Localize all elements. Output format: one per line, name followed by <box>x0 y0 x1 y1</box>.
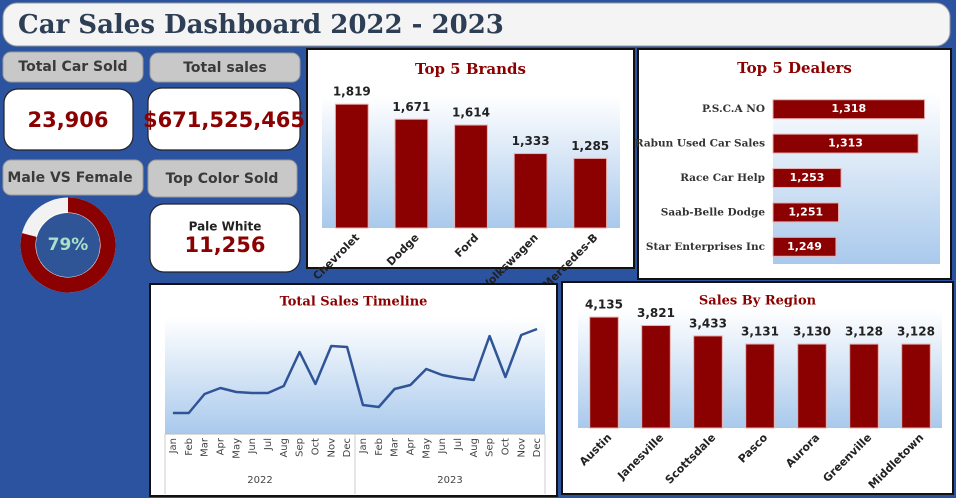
x-tick-label: Sep <box>485 438 496 457</box>
x-tick-label: Oct <box>500 438 511 455</box>
data-label: 1,318 <box>831 102 866 115</box>
y-tick-label: Race Car Help <box>680 172 765 184</box>
title-bar <box>2 2 951 47</box>
data-label: 3,821 <box>637 306 675 320</box>
x-tick-label: Aug <box>279 438 290 458</box>
x-tick-label: Apr <box>215 437 226 455</box>
data-label: 4,135 <box>585 298 623 312</box>
x-tick-label: May <box>421 438 432 459</box>
chart-title: Sales By Region <box>699 294 817 309</box>
x-tick-label: Nov <box>326 438 337 458</box>
chart-title: Top 5 Dealers <box>737 59 852 77</box>
dashboard-title: Car Sales Dashboard 2022 - 2023 <box>18 10 504 40</box>
x-group-label: 2022 <box>247 475 272 486</box>
x-tick-label: Mar <box>390 437 401 457</box>
card-detail: 11,256 <box>184 233 265 257</box>
chart-title: Top 5 Brands <box>415 60 526 78</box>
x-tick-label: Sep <box>295 438 306 457</box>
donut-segment <box>20 197 116 293</box>
x-tick-label: Jan <box>358 438 369 454</box>
x-tick-label: Oct <box>310 438 321 455</box>
data-label: 1,249 <box>787 240 822 253</box>
data-label: 1,285 <box>571 139 609 153</box>
x-tick-label: Feb <box>374 438 385 456</box>
data-label: 3,433 <box>689 316 727 330</box>
x-tick-label: May <box>231 438 242 459</box>
y-tick-label: P.S.C.A NO <box>702 103 765 115</box>
x-tick-label: Aug <box>469 438 480 458</box>
x-tick-label: Jul <box>453 438 464 451</box>
y-tick-label: Star Enterprises Inc <box>646 241 765 253</box>
x-tick-label: Jun <box>247 438 258 455</box>
card-label: Male VS Female <box>7 170 132 186</box>
bar <box>849 343 879 429</box>
x-tick-label: Dec <box>342 438 353 457</box>
x-tick-label: Mar <box>200 437 211 457</box>
bar <box>454 124 488 229</box>
bar <box>772 133 919 154</box>
bar <box>772 202 840 223</box>
x-tick-label: Jan <box>168 438 179 454</box>
bar <box>589 316 619 429</box>
x-tick-label: Apr <box>405 437 416 455</box>
card-value: 23,906 <box>27 108 108 132</box>
bar <box>797 343 827 429</box>
card-box <box>147 87 301 151</box>
card-label-bg <box>2 51 144 83</box>
bar <box>772 99 926 120</box>
card-label-bg <box>2 159 144 196</box>
x-tick-label: Nov <box>516 438 527 458</box>
data-label: 1,671 <box>392 100 430 114</box>
data-label: 3,130 <box>793 325 831 339</box>
data-label: 1,614 <box>452 106 490 120</box>
card-value: Pale White <box>189 220 262 234</box>
bar <box>513 153 548 229</box>
card-label-bg <box>147 159 298 198</box>
x-tick-label: Jul <box>263 438 274 451</box>
data-label: 3,128 <box>845 325 883 339</box>
card-box <box>149 203 301 273</box>
card-label: Top Color Sold <box>166 171 279 187</box>
card-label: Total sales <box>183 60 267 76</box>
card-label-bg <box>149 52 301 83</box>
bar <box>394 118 429 229</box>
donut-label: 79% <box>48 235 89 255</box>
data-label: 3,131 <box>741 325 779 339</box>
data-label: 1,819 <box>333 85 371 99</box>
bar <box>901 343 931 429</box>
bar <box>745 343 775 429</box>
bar <box>772 168 842 188</box>
card-label: Total Car Sold <box>18 59 127 75</box>
bar <box>334 103 369 229</box>
line <box>172 327 538 415</box>
data-label: 3,128 <box>897 325 935 339</box>
data-label: 1,251 <box>788 205 823 218</box>
data-label: 1,333 <box>512 134 550 148</box>
bar <box>693 335 723 429</box>
x-group-label: 2023 <box>437 475 462 486</box>
data-label: 1,313 <box>828 137 863 150</box>
y-tick-label: Rabun Used Car Sales <box>635 138 765 150</box>
bar <box>772 236 837 257</box>
x-tick-label: Jun <box>437 438 448 455</box>
y-tick-label: Saab-Belle Dodge <box>661 206 766 218</box>
bar <box>641 325 671 429</box>
x-tick-label: Dec <box>532 438 543 457</box>
data-label: 1,253 <box>790 171 825 184</box>
chart-title: Total Sales Timeline <box>280 295 428 310</box>
bar <box>573 157 608 229</box>
card-box <box>3 88 134 151</box>
x-tick-label: Feb <box>184 438 195 456</box>
card-value: $671,525,465 <box>143 108 305 132</box>
